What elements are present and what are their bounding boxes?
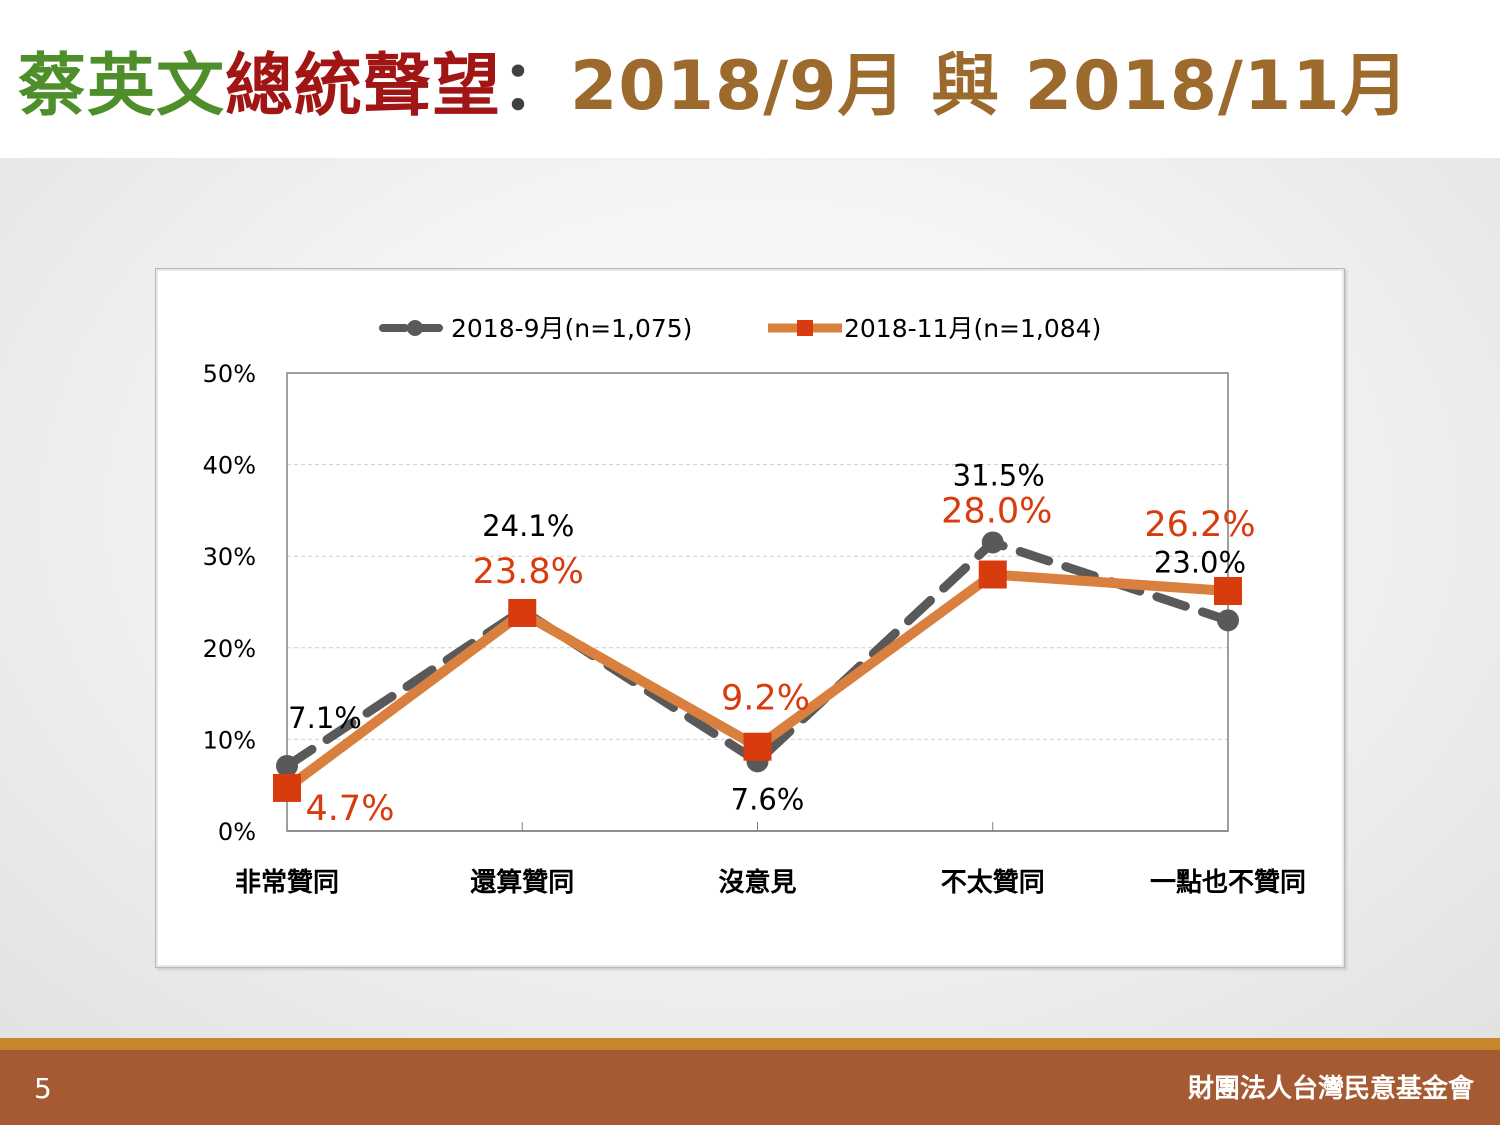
data-label-2018-11: 9.2% — [721, 679, 810, 719]
marker-2018-9 — [981, 531, 1004, 554]
data-label-2018-9: 7.6% — [731, 782, 805, 816]
y-tick-label: 30% — [203, 543, 256, 571]
y-tick-label: 20% — [203, 635, 256, 663]
title-part-dates: 2018/9月 與 2018/11月 — [570, 47, 1410, 126]
page-title: 蔡英文總統聲望：2018/9月 與 2018/11月 — [18, 42, 1410, 132]
y-tick-label: 40% — [203, 452, 256, 480]
x-category-label: 非常贊同 — [235, 868, 339, 898]
marker-2018-11 — [273, 773, 301, 802]
data-label-2018-9: 31.5% — [953, 458, 1045, 492]
data-label-2018-11: 28.0% — [941, 492, 1052, 532]
x-category-label: 沒意見 — [718, 867, 796, 898]
marker-2018-9 — [276, 754, 298, 777]
title-part-name: 蔡英文 — [18, 47, 226, 126]
x-category-label: 不太贊同 — [941, 868, 1045, 898]
y-tick-label: 50% — [203, 360, 256, 388]
marker-2018-9 — [1217, 609, 1239, 632]
line-chart: 0% 10% 20% 30% 40% 50% 非常贊同 還算贊同 沒意見 不太贊同 一點也不贊同 7.… — [203, 314, 1306, 898]
x-category-label: 還算贊同 — [470, 867, 574, 898]
chart-container: 0% 10% 20% 30% 40% 50% 非常贊同 還算贊同 沒意見 不太贊同 一點也不贊同 7.… — [155, 268, 1345, 968]
title-part-colon: ： — [501, 47, 571, 126]
series-line-2018-9 — [282, 537, 1233, 771]
legend-marker-2018-9 — [407, 320, 423, 336]
data-label-2018-11: 4.7% — [306, 789, 395, 829]
page-number: 5 — [34, 1072, 52, 1105]
title-part-subject: 總統聲望 — [225, 47, 502, 126]
data-label-2018-9: 24.1% — [482, 509, 574, 543]
data-label-2018-9: 7.1% — [288, 701, 362, 735]
data-label-2018-11: 23.8% — [473, 552, 584, 592]
marker-2018-11 — [743, 732, 772, 761]
y-tick-label: 10% — [203, 726, 256, 754]
legend-label-2018-11: 2018-11月(n=1,084) — [844, 314, 1101, 343]
data-label-2018-9: 23.0% — [1154, 545, 1246, 579]
x-category-label: 一點也不贊同 — [1150, 868, 1306, 898]
footer-stripe — [0, 1038, 1500, 1050]
marker-2018-11 — [508, 598, 537, 627]
legend-marker-2018-11 — [797, 320, 813, 336]
organization-name: 財團法人台灣民意基金會 — [1187, 1074, 1474, 1104]
marker-2018-11 — [978, 560, 1007, 589]
marker-2018-11 — [1214, 577, 1242, 606]
legend-label-2018-9: 2018-9月(n=1,075) — [451, 314, 692, 343]
data-label-2018-11: 26.2% — [1144, 505, 1255, 545]
footer-bar — [0, 1050, 1500, 1125]
y-tick-label: 0% — [218, 818, 256, 846]
title-bar: 蔡英文總統聲望：2018/9月 與 2018/11月 — [0, 0, 1500, 158]
